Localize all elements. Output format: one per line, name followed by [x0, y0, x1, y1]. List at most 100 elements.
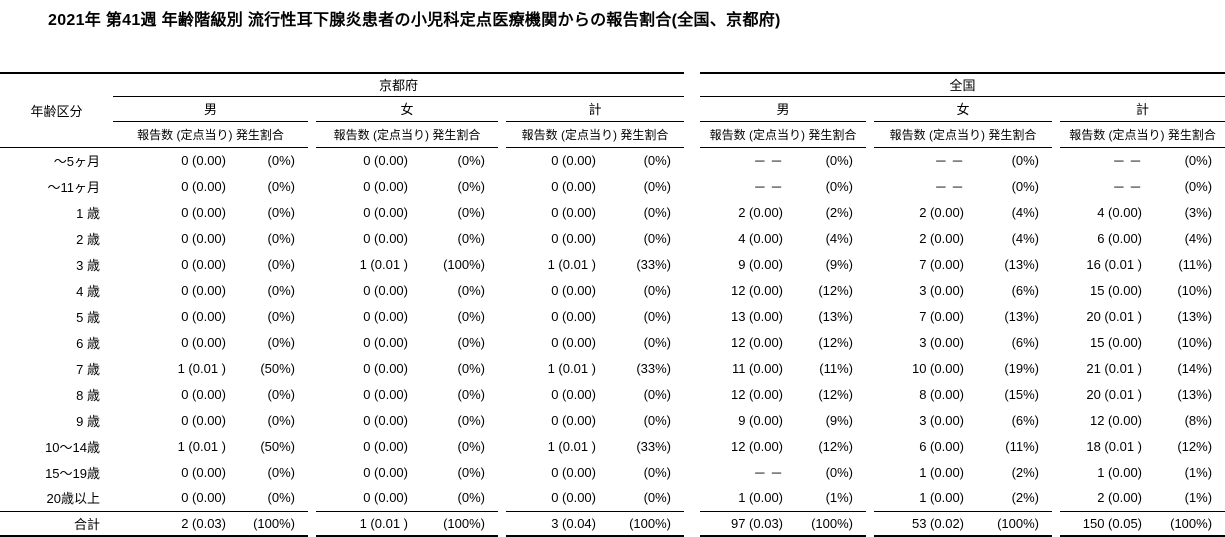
- section-gap: [684, 433, 700, 459]
- data-cell: 0 (0.00): [363, 386, 408, 402]
- section-gap: [684, 485, 700, 511]
- column-gap: [866, 355, 874, 381]
- data-cell: 10 (0.00): [911, 360, 965, 376]
- column-gap: [1052, 459, 1060, 485]
- gender-header-female: 女: [874, 96, 1053, 122]
- data-cell: (100%): [978, 511, 1053, 537]
- data-cell: 20 (0.01 ): [1086, 386, 1143, 402]
- column-gap: [498, 277, 506, 303]
- data-cell: 0 (0.00): [363, 308, 408, 324]
- row-label: 5 歳: [76, 309, 100, 325]
- data-cell: (2%): [1011, 464, 1040, 480]
- data-cell: 0 (0.00): [363, 464, 408, 480]
- row-label: 9 歳: [76, 413, 100, 429]
- row-label: ～11ヶ月: [47, 179, 101, 195]
- section-gap: [684, 355, 700, 381]
- column-gap: [866, 121, 874, 147]
- column-gap: [1052, 381, 1060, 407]
- data-cell: (0%): [267, 152, 295, 168]
- row-label: 8 歳: [76, 387, 100, 403]
- column-gap: [866, 147, 874, 173]
- data-cell: 0 (0.00): [181, 204, 226, 220]
- gender-header-total: 計: [506, 96, 685, 122]
- data-cell: 0 (0.00): [181, 308, 226, 324]
- data-cell: (2%): [825, 204, 854, 220]
- data-cell: (4%): [1184, 230, 1213, 246]
- data-cell: (12%): [818, 438, 854, 454]
- column-gap: [1052, 277, 1060, 303]
- data-cell: 0 (0.00): [551, 178, 596, 194]
- column-gap: [498, 121, 506, 147]
- data-cell: 11 (0.00): [731, 360, 784, 376]
- data-cell: (15%): [1004, 386, 1040, 402]
- column-gap: [308, 303, 316, 329]
- data-cell: 0 (0.00): [316, 485, 422, 512]
- table-row: ～11ヶ月 0 (0.00) (0%) 0 (0.00) (0%) 0 (0.0…: [0, 173, 1225, 199]
- data-cell: (0%): [457, 386, 485, 402]
- row-label: 4 歳: [76, 283, 100, 299]
- data-cell: (0%): [1011, 152, 1040, 168]
- section-gap: [684, 225, 700, 251]
- data-cell: 9 (0.00): [738, 256, 784, 272]
- table-row: 4 歳 0 (0.00) (0%) 0 (0.00) (0%) 0 (0.00)…: [0, 277, 1225, 303]
- data-cell: (0%): [825, 464, 854, 480]
- column-gap: [308, 355, 316, 381]
- data-cell: 0 (0.00): [181, 386, 226, 402]
- column-gap: [866, 251, 874, 277]
- column-gap: [498, 511, 506, 536]
- data-cell: 9 (0.00): [738, 412, 784, 428]
- data-cell: (0%): [267, 308, 295, 324]
- data-cell: 0 (0.00): [181, 282, 226, 298]
- page-title: 2021年 第41週 年齢階級別 流行性耳下腺炎患者の小児科定点医療機関からの報…: [48, 12, 781, 29]
- column-gap: [1052, 96, 1060, 121]
- column-gap: [1052, 485, 1060, 511]
- data-cell: (0%): [610, 485, 685, 512]
- data-cell: (13%): [1177, 308, 1213, 324]
- data-cell: 0 (0.00): [363, 282, 408, 298]
- column-gap: [498, 407, 506, 433]
- row-label: 20歳以上: [0, 485, 113, 512]
- column-gap: [308, 433, 316, 459]
- data-cell: 1 (0.01 ): [547, 360, 596, 376]
- data-cell: 20 (0.01 ): [1086, 308, 1143, 324]
- data-cell: (0%): [643, 334, 672, 350]
- column-gap: [308, 329, 316, 355]
- table-row: 20歳以上 0 (0.00) (0%) 0 (0.00) (0%) 0 (0.0…: [0, 485, 1225, 512]
- column-gap: [1052, 225, 1060, 251]
- sub-header: 報告数 (定点当り) 発生割合: [700, 121, 867, 148]
- column-gap: [866, 459, 874, 485]
- data-cell: 0 (0.00): [363, 204, 408, 220]
- data-cell: (9%): [825, 256, 854, 272]
- data-cell: (0%): [267, 204, 295, 220]
- table-row: 7 歳 1 (0.01 ) (50%) 0 (0.00) (0%) 1 (0.0…: [0, 355, 1225, 381]
- data-cell: (100%): [240, 511, 308, 537]
- row-label: 1 歳: [76, 205, 100, 221]
- data-cell: (9%): [825, 412, 854, 428]
- data-cell: (0%): [457, 204, 485, 220]
- data-cell: 0 (0.00): [551, 308, 596, 324]
- data-cell: 0 (0.00): [181, 256, 226, 272]
- data-cell: (0%): [457, 152, 485, 168]
- data-cell: 0 (0.00): [363, 334, 408, 350]
- table-row: 15～19歳 0 (0.00) (0%) 0 (0.00) (0%) 0 (0.…: [0, 459, 1225, 485]
- column-gap: [866, 381, 874, 407]
- data-cell: － －: [1112, 179, 1143, 195]
- section-gap: [684, 147, 700, 173]
- sub-header: 報告数 (定点当り) 発生割合: [506, 121, 685, 148]
- gender-header-total: 計: [1060, 96, 1225, 122]
- table-row: 3 歳 0 (0.00) (0%) 1 (0.01 ) (100%) 1 (0.…: [0, 251, 1225, 277]
- data-cell: 0 (0.00): [181, 152, 226, 168]
- data-cell: 0 (0.00): [113, 485, 240, 512]
- data-cell: (50%): [260, 438, 295, 454]
- data-cell: (0%): [457, 230, 485, 246]
- data-cell: － －: [934, 179, 965, 195]
- column-gap: [1052, 407, 1060, 433]
- column-gap: [308, 277, 316, 303]
- column-gap: [498, 355, 506, 381]
- data-cell: (14%): [1177, 360, 1213, 376]
- data-cell: (6%): [1011, 412, 1040, 428]
- column-gap: [866, 303, 874, 329]
- column-gap: [308, 199, 316, 225]
- data-cell: (13%): [1177, 386, 1213, 402]
- data-cell: 3 (0.00): [919, 282, 965, 298]
